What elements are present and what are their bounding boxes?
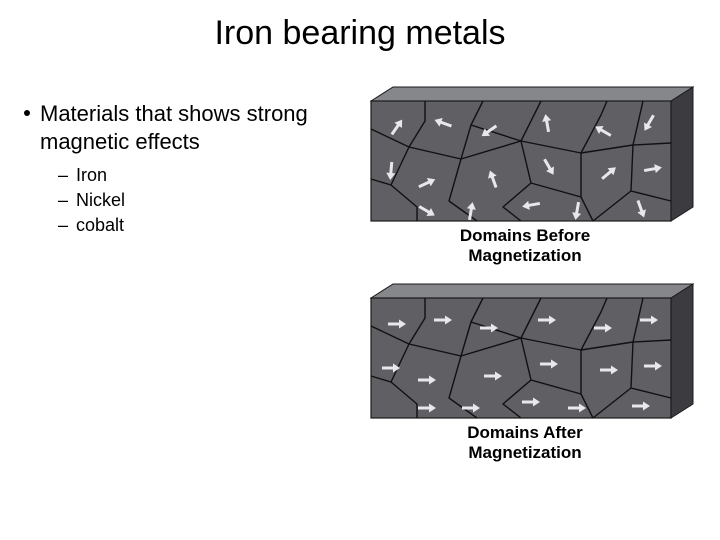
bullet-item: Materials that shows strong magnetic eff… xyxy=(24,100,334,155)
sub-item: – Nickel xyxy=(58,190,334,211)
caption-after: Domains After Magnetization xyxy=(360,423,690,462)
sub-item-label: Iron xyxy=(76,165,107,186)
domains-before-block xyxy=(370,86,680,222)
caption-line: Domains Before xyxy=(460,226,590,245)
dash-icon: – xyxy=(58,190,68,211)
text-column: Materials that shows strong magnetic eff… xyxy=(24,100,334,240)
domains-after-block xyxy=(370,283,680,419)
slide-title: Iron bearing metals xyxy=(0,14,720,53)
sub-item-label: Nickel xyxy=(76,190,125,211)
sub-item: – cobalt xyxy=(58,215,334,236)
caption-before: Domains Before Magnetization xyxy=(360,226,690,265)
caption-line: Domains After xyxy=(467,423,583,442)
dash-icon: – xyxy=(58,165,68,186)
diagram-column: Domains Before Magnetization Domains Aft… xyxy=(360,86,690,480)
sub-item-label: cobalt xyxy=(76,215,124,236)
domains-after-svg xyxy=(370,283,694,419)
bullet-dot-icon xyxy=(24,110,30,116)
bullet-text: Materials that shows strong magnetic eff… xyxy=(40,100,334,155)
sub-item: – Iron xyxy=(58,165,334,186)
dash-icon: – xyxy=(58,215,68,236)
caption-line: Magnetization xyxy=(468,443,581,462)
caption-line: Magnetization xyxy=(468,246,581,265)
sub-list: – Iron – Nickel – cobalt xyxy=(58,165,334,236)
domains-before-svg xyxy=(370,86,694,222)
